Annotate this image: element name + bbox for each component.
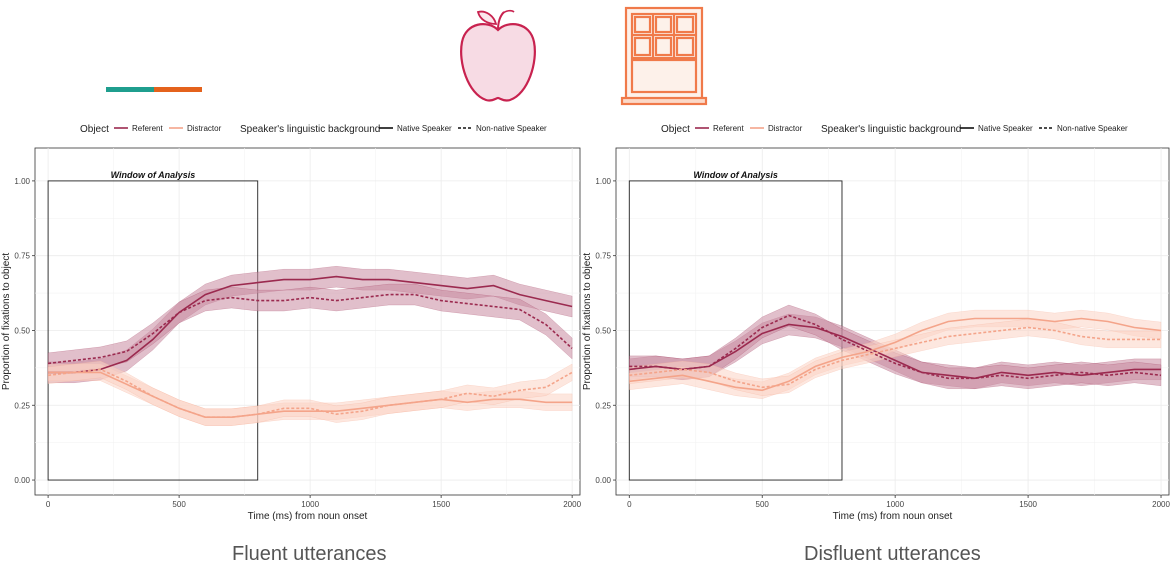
x-tick-label: 0 — [46, 500, 51, 509]
y-tick-label: 1.00 — [14, 177, 30, 186]
legend-referent-label: Referent — [713, 124, 744, 133]
timeline-segment-orange — [154, 87, 202, 92]
band-distractor-nonnative — [47, 360, 573, 426]
x-tick-label: 0 — [627, 500, 632, 509]
legend-native-label: Native Speaker — [397, 124, 452, 133]
x-tick-label: 500 — [756, 500, 770, 509]
x-tick-label: 2000 — [1152, 500, 1170, 509]
line-referent-native — [48, 275, 573, 374]
apple-icon — [460, 9, 536, 102]
disfluent-caption: Disfluent utterances — [804, 543, 981, 565]
x-tick-label: 1500 — [1019, 500, 1037, 509]
x-axis-label: Time (ms) from noun onset — [248, 511, 368, 522]
band-referent-nonnative — [47, 283, 573, 375]
y-tick-label: 1.00 — [595, 177, 611, 186]
legend-referent-label: Referent — [132, 124, 163, 133]
x-tick-label: 2000 — [563, 500, 581, 509]
y-axis-label: Proportion of fixations to object — [1, 253, 12, 391]
legend-distractor-label: Distractor — [187, 124, 222, 133]
disfluent-chart: Window of Analysis 0 500 1000 1500 2000 0.00 0.… — [582, 147, 1170, 522]
line-referent-nonnative — [48, 293, 573, 365]
band-referent-nonnative — [629, 304, 1162, 390]
plot-panel — [34, 147, 581, 496]
line-distractor-native — [629, 317, 1162, 392]
fluent-caption: Fluent utterances — [232, 543, 387, 565]
legend-object-title: Object — [661, 124, 690, 135]
legend-nonnative-label: Non-native Speaker — [476, 124, 547, 133]
y-tick-label: 0.00 — [14, 476, 30, 485]
x-tick-label: 500 — [172, 500, 186, 509]
y-tick-label: 0.00 — [595, 476, 611, 485]
legend-disfluent: Object Referent Distractor Speaker's lingui… — [661, 124, 1128, 135]
window-of-analysis-label: Window of Analysis — [693, 170, 778, 180]
line-distractor-nonnative — [48, 368, 573, 419]
line-referent-native — [629, 323, 1161, 380]
legend-distractor-label: Distractor — [768, 124, 803, 133]
legend-native-label: Native Speaker — [978, 124, 1033, 133]
legend-background-title: Speaker's linguistic background — [821, 124, 961, 135]
x-axis-label: Time (ms) from noun onset — [833, 511, 953, 522]
line-distractor-nonnative — [629, 326, 1161, 389]
band-distractor-nonnative — [629, 318, 1162, 396]
line-referent-nonnative — [629, 314, 1162, 380]
window-icon — [620, 6, 708, 106]
axes: 0 500 1000 1500 2000 0.00 0.25 0.50 0.75 1.00 Time… — [1, 177, 582, 522]
y-axis-label: Proportion of fixations to object — [582, 253, 593, 391]
legend-background-title: Speaker's linguistic background — [240, 124, 380, 135]
y-tick-label: 0.50 — [595, 326, 611, 335]
y-tick-label: 0.75 — [595, 252, 611, 261]
window-of-analysis-box — [47, 180, 259, 481]
y-tick-label: 0.50 — [14, 326, 30, 335]
legend-object-title: Object — [80, 124, 109, 135]
legend-fluent: Object Referent Distractor Speaker's lingui… — [80, 124, 547, 135]
timeline-bar — [106, 87, 202, 92]
x-tick-label: 1500 — [432, 500, 450, 509]
y-tick-label: 0.75 — [14, 252, 30, 261]
line-distractor-native — [48, 371, 573, 419]
window-of-analysis-label: Window of Analysis — [111, 170, 196, 180]
fluent-chart: Window of Analysis 0 500 1000 1500 2000 0.00 0.… — [1, 147, 582, 522]
y-tick-label: 0.25 — [14, 401, 30, 410]
x-tick-label: 1000 — [886, 500, 904, 509]
y-tick-label: 0.25 — [595, 401, 611, 410]
legend-nonnative-label: Non-native Speaker — [1057, 124, 1128, 133]
x-tick-label: 1000 — [301, 500, 319, 509]
timeline-segment-teal — [106, 87, 154, 92]
axes: 0 500 1000 1500 2000 0.00 0.25 0.50 0.75 1.00 Time… — [582, 177, 1170, 522]
